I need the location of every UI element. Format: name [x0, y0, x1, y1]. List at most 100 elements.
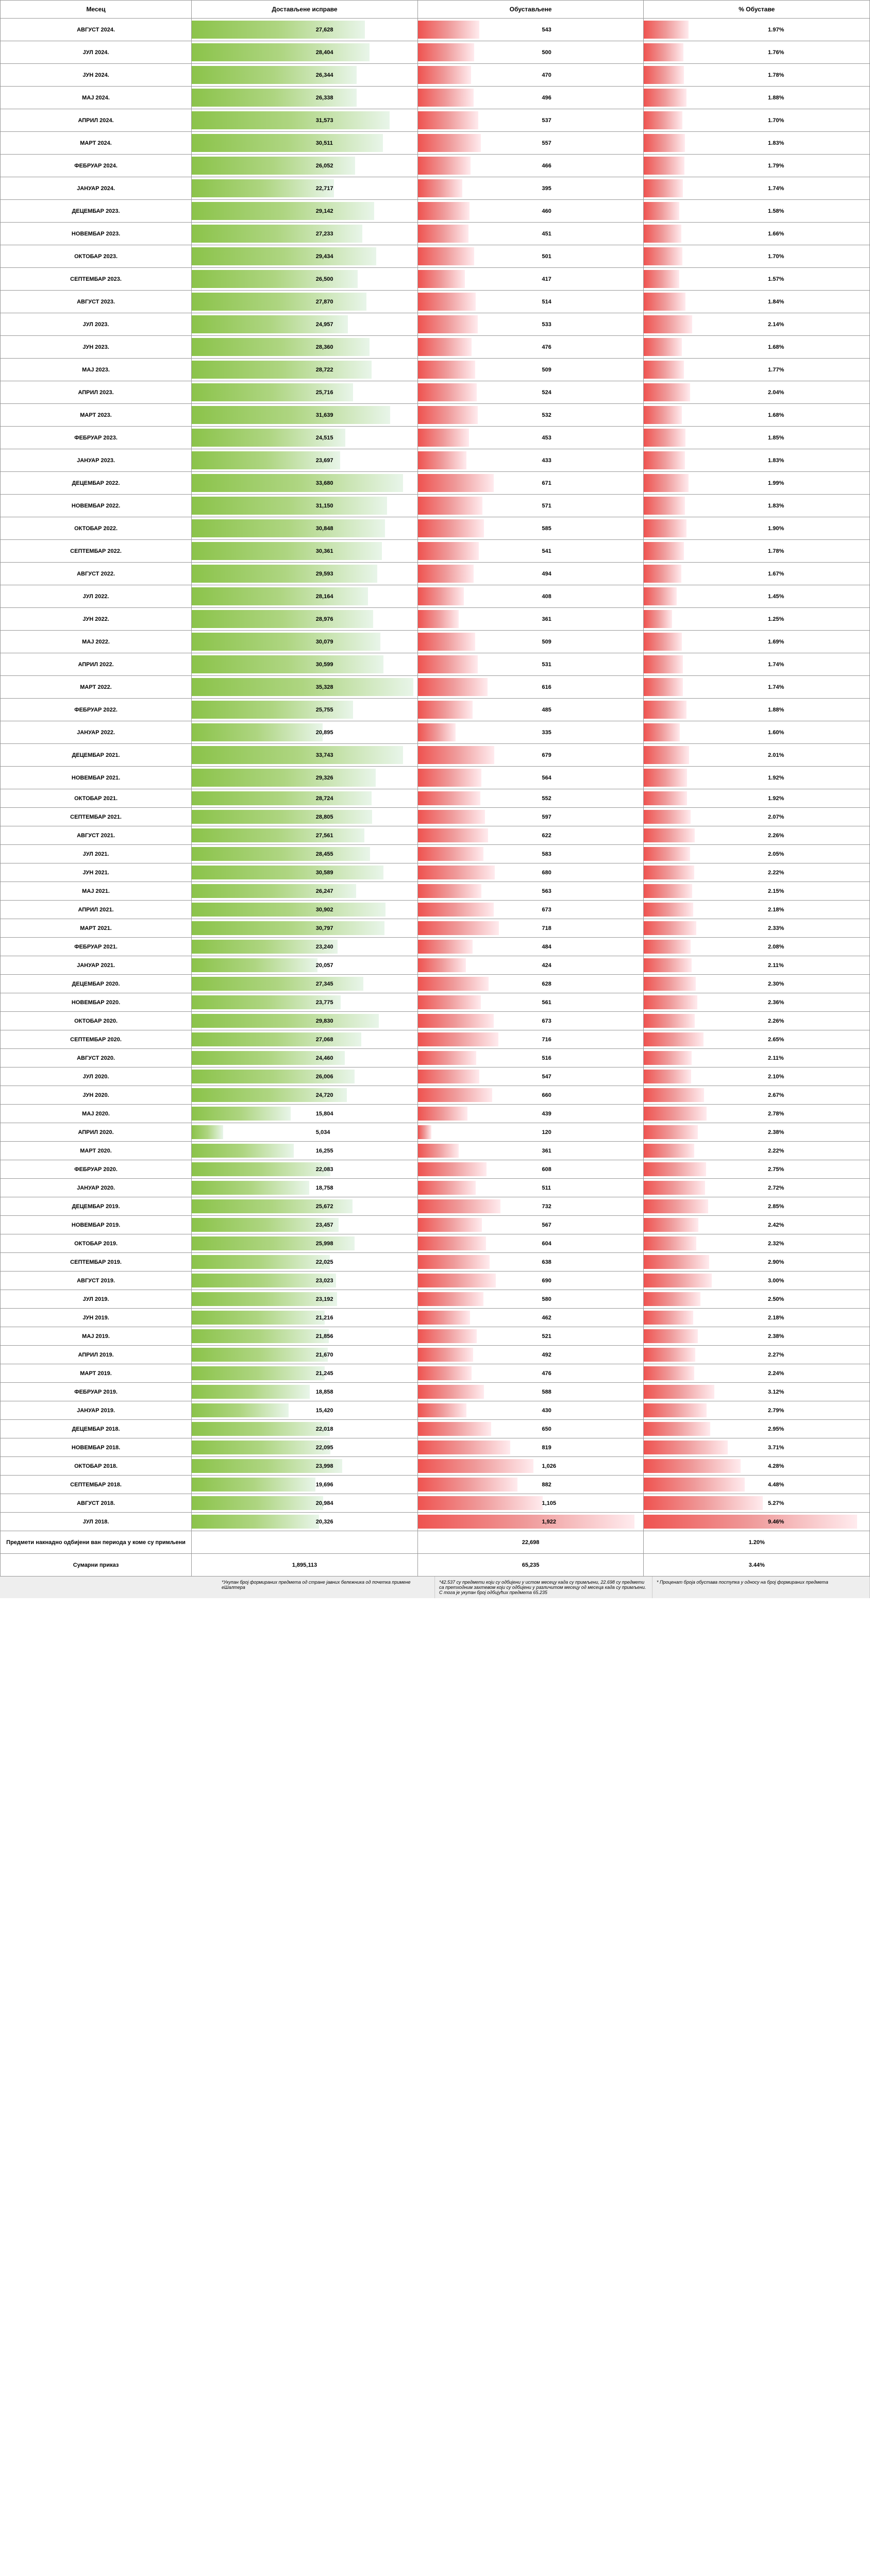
bar-label: 33,680 [316, 480, 333, 486]
red-bar [418, 810, 486, 824]
table-row: СЕПТЕМБАР 2022.30,3615411.78% [1, 540, 870, 563]
pct-cell: 1.83% [644, 132, 870, 155]
suspended-cell: 622 [417, 826, 644, 845]
header-delivered: Достављене исправе [192, 1, 418, 19]
suspended-cell: 500 [417, 41, 644, 64]
bar-label: 532 [542, 412, 551, 418]
bar-label: 2.72% [768, 1185, 784, 1191]
delivered-cell: 28,164 [192, 585, 418, 608]
table-row: АВГУСТ 2024.27,6285431.97% [1, 19, 870, 41]
red-bar [418, 587, 464, 605]
delivered-cell: 25,672 [192, 1197, 418, 1216]
bar-label: 564 [542, 775, 551, 781]
bar-label: 588 [542, 1389, 551, 1395]
red-bar [644, 1218, 698, 1232]
red-bar [644, 361, 683, 379]
red-bar [418, 1329, 477, 1343]
bar-label: 660 [542, 1092, 551, 1098]
suspended-cell: 671 [417, 472, 644, 495]
pct-cell: 1.68% [644, 404, 870, 427]
green-bar [192, 1032, 361, 1046]
red-bar [644, 903, 693, 917]
red-bar [644, 810, 691, 824]
bar-label: 2.04% [768, 389, 784, 396]
delivered-cell: 24,515 [192, 427, 418, 449]
suspended-cell: 660 [417, 1086, 644, 1105]
table-row: ЈУЛ 2021.28,4555832.05% [1, 845, 870, 863]
bar-label: 22,018 [316, 1426, 333, 1432]
bar-label: 5.27% [768, 1500, 784, 1506]
table-row: ДЕЦЕМБАР 2019.25,6727322.85% [1, 1197, 870, 1216]
red-bar [418, 429, 469, 447]
bar-label: 1.67% [768, 571, 784, 577]
pct-cell: 1.88% [644, 699, 870, 721]
red-bar [644, 406, 682, 424]
delivered-cell: 23,697 [192, 449, 418, 472]
month-cell: АПРИЛ 2022. [1, 653, 192, 676]
delivered-cell: 23,775 [192, 993, 418, 1012]
delivered-cell: 24,460 [192, 1049, 418, 1067]
bar-label: 30,079 [316, 639, 333, 645]
month-cell: ОКТОБАР 2022. [1, 517, 192, 540]
month-cell: ОКТОБАР 2020. [1, 1012, 192, 1030]
pct-cell: 1.85% [644, 427, 870, 449]
table-row: АВГУСТ 2022.29,5934941.67% [1, 563, 870, 585]
green-bar [192, 1107, 291, 1121]
bar-label: 24,720 [316, 1092, 333, 1098]
table-row: СЕПТЕМБАР 2019.22,0256382.90% [1, 1253, 870, 1272]
suspended-cell: 567 [417, 1216, 644, 1234]
bar-label: 1.88% [768, 95, 784, 101]
month-cell: ЈУЛ 2023. [1, 313, 192, 336]
delivered-cell: 30,797 [192, 919, 418, 938]
month-cell: ФЕБРУАР 2019. [1, 1383, 192, 1401]
red-bar [644, 429, 685, 447]
bar-label: 23,775 [316, 999, 333, 1006]
bar-label: 597 [542, 814, 551, 820]
bar-label: 28,164 [316, 594, 333, 600]
bar-label: 509 [542, 367, 551, 373]
bar-label: 2.27% [768, 1352, 784, 1358]
red-bar [644, 1070, 691, 1083]
delivered-cell: 22,018 [192, 1420, 418, 1438]
green-bar [192, 361, 372, 379]
green-bar [192, 1144, 294, 1158]
bar-label: 439 [542, 1111, 551, 1117]
bar-label: 718 [542, 925, 551, 931]
red-bar [644, 1329, 697, 1343]
pct-cell: 2.42% [644, 1216, 870, 1234]
delivered-cell: 27,345 [192, 975, 418, 993]
table-row: ЈУЛ 2024.28,4045001.76% [1, 41, 870, 64]
bar-label: 451 [542, 231, 551, 237]
table-row: ДЕЦЕМБАР 2023.29,1424601.58% [1, 200, 870, 223]
suspended-cell: 514 [417, 291, 644, 313]
bar-label: 395 [542, 185, 551, 192]
green-bar [192, 977, 363, 991]
bar-label: 4.48% [768, 1482, 784, 1488]
month-cell: ЈАНУАР 2020. [1, 1179, 192, 1197]
bar-label: 2.36% [768, 999, 784, 1006]
red-bar [644, 828, 695, 842]
bar-label: 27,068 [316, 1037, 333, 1043]
red-bar [644, 383, 690, 401]
suspended-cell: 476 [417, 336, 644, 359]
bar-label: 494 [542, 571, 551, 577]
month-cell: НОВЕМБАР 2019. [1, 1216, 192, 1234]
green-bar [192, 1125, 223, 1139]
table-row: ОКТОБАР 2023.29,4345011.70% [1, 245, 870, 268]
table-row: ФЕБРУАР 2021.23,2404842.08% [1, 938, 870, 956]
red-bar [418, 202, 470, 220]
table-row: АВГУСТ 2018.20,9841,1055.27% [1, 1494, 870, 1513]
red-bar [418, 995, 481, 1009]
delivered-cell: 26,338 [192, 87, 418, 109]
month-cell: СЕПТЕМБАР 2018. [1, 1476, 192, 1494]
month-cell: ФЕБРУАР 2020. [1, 1160, 192, 1179]
table-row: МАЈ 2021.26,2475632.15% [1, 882, 870, 901]
suspended-cell: 882 [417, 1476, 644, 1494]
delivered-cell: 33,680 [192, 472, 418, 495]
bar-label: 543 [542, 27, 551, 33]
bar-label: 120 [542, 1129, 551, 1136]
month-cell: МАРТ 2024. [1, 132, 192, 155]
table-row: АПРИЛ 2023.25,7165242.04% [1, 381, 870, 404]
red-bar [418, 1366, 472, 1380]
bar-label: 26,247 [316, 888, 333, 894]
